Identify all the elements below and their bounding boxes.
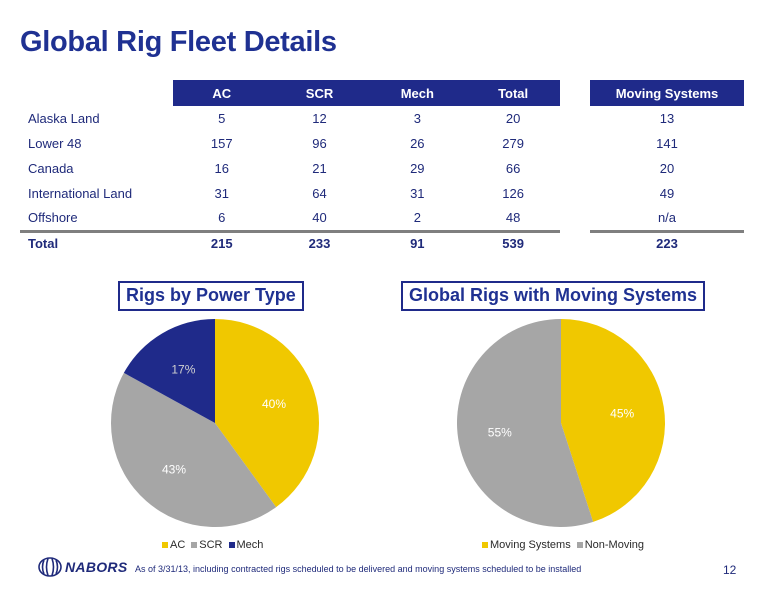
nabors-globe-icon <box>38 557 62 577</box>
pie-data-label: 40% <box>262 397 286 411</box>
legend-swatch <box>576 542 583 548</box>
legend-label: AC <box>170 539 186 551</box>
legend-label: Non-Moving <box>584 539 645 551</box>
cell-ac: 215 <box>172 229 271 255</box>
cell-moving-systems: 13 <box>659 111 675 126</box>
table-row: International Land 31 64 31 126 <box>20 181 560 206</box>
cell-ac: 6 <box>218 210 226 226</box>
cell-moving-systems: 49 <box>659 186 675 201</box>
moving-systems-pie-chart: 45% 55% <box>457 319 666 527</box>
pie-data-label: 45% <box>610 406 634 420</box>
column-header-ac: AC <box>172 80 271 106</box>
power-type-pie-chart: 40% 43% 17% <box>110 319 320 528</box>
logo-wordmark: NABORS <box>65 559 128 575</box>
cell-scr: 40 <box>312 210 327 226</box>
legend-swatch <box>482 542 488 548</box>
cell-ac: 157 <box>210 136 233 151</box>
cell-moving-total: 223 <box>590 229 744 255</box>
cell-scr: 12 <box>312 111 327 126</box>
legend-swatch <box>162 542 168 548</box>
row-label: Total <box>20 229 173 255</box>
table-row: Offshore 6 40 2 48 <box>20 206 560 231</box>
column-header-scr: SCR <box>270 80 369 106</box>
cell-scr: 21 <box>312 161 327 176</box>
moving-total-row: 223 <box>590 229 744 255</box>
legend-swatch <box>191 542 198 548</box>
moving-systems-chart-title: Global Rigs with Moving Systems <box>401 281 706 311</box>
pie-slice-non-moving <box>457 319 594 527</box>
cell-total: 126 <box>502 186 524 201</box>
pie-slice-scr <box>110 372 277 528</box>
table-row: 20 <box>590 156 744 181</box>
legend-item: Moving Systems <box>482 539 571 551</box>
cell-mech: 2 <box>413 210 421 226</box>
column-header-moving-systems: Moving Systems <box>590 80 744 106</box>
fleet-table-corner <box>20 80 173 106</box>
fleet-table: AC SCR Mech Total Alaska Land 5 12 3 20 Lower… <box>20 80 560 255</box>
page-title: Global Rig Fleet Details <box>20 26 337 58</box>
cell-ac: 5 <box>218 111 226 126</box>
cell-scr: 64 <box>312 186 327 201</box>
row-label: International Land <box>28 186 133 201</box>
cell-total: 66 <box>505 161 521 176</box>
cell-total: 279 <box>502 136 524 151</box>
legend-item: Mech <box>228 539 264 551</box>
legend-item: Non-Moving <box>576 539 645 551</box>
cell-moving-systems: 20 <box>659 161 675 176</box>
cell-mech: 26 <box>410 136 425 151</box>
cell-total: 20 <box>505 111 521 126</box>
moving-table-body: 13 141 20 49 n/a 223 <box>590 106 744 255</box>
pie-slice-moving-systems <box>561 319 666 522</box>
table-row: 49 <box>590 181 744 206</box>
footnote: As of 3/31/13, including contracted rigs… <box>135 564 582 574</box>
pie-slice-mech <box>123 319 215 423</box>
legend-swatch <box>228 542 235 548</box>
cell-ac: 16 <box>214 161 229 176</box>
cell-scr: 233 <box>270 229 369 255</box>
moving-table-header-row: Moving Systems <box>590 80 744 106</box>
row-label: Offshore <box>28 210 78 226</box>
legend-label: Mech <box>236 539 264 551</box>
moving-systems-legend: Moving Systems Non-Moving <box>482 539 644 551</box>
cell-mech: 91 <box>368 229 467 255</box>
legend-item: AC <box>162 539 185 551</box>
cell-ac: 31 <box>214 186 229 201</box>
table-row: Alaska Land 5 12 3 20 <box>20 106 560 131</box>
power-type-chart-title: Rigs by Power Type <box>118 281 304 311</box>
legend-item: SCR <box>191 539 223 551</box>
cell-total: 48 <box>505 210 521 226</box>
row-label: Canada <box>28 161 74 176</box>
cell-mech: 29 <box>410 161 425 176</box>
row-label: Lower 48 <box>28 136 82 151</box>
pie-data-label: 55% <box>488 426 512 440</box>
legend-label: SCR <box>199 539 223 551</box>
pie-data-label: 17% <box>171 363 195 377</box>
cell-mech: 31 <box>410 186 425 201</box>
column-header-total: Total <box>466 80 560 106</box>
cell-moving-systems: 141 <box>656 136 678 151</box>
page-number: 12 <box>723 563 737 577</box>
table-row: Lower 48 157 96 26 279 <box>20 131 560 156</box>
table-row: n/a <box>590 206 744 231</box>
moving-systems-table: Moving Systems 13 141 20 49 n/a 223 <box>590 80 744 255</box>
table-row: 141 <box>590 131 744 156</box>
fleet-table-body: Alaska Land 5 12 3 20 Lower 48 157 96 26 279 Canad… <box>20 106 560 255</box>
pie-data-label: 43% <box>162 463 186 477</box>
nabors-logo: NABORS <box>38 557 127 577</box>
legend-label: Moving Systems <box>490 539 571 551</box>
cell-moving-systems: n/a <box>657 210 677 226</box>
table-row: 13 <box>590 106 744 131</box>
column-header-mech: Mech <box>368 80 467 106</box>
fleet-table-header-row: AC SCR Mech Total <box>20 80 560 106</box>
pie-slice-ac <box>215 319 320 508</box>
power-type-legend: AC SCR Mech <box>162 539 263 551</box>
cell-mech: 3 <box>413 111 421 126</box>
cell-total: 539 <box>466 229 560 255</box>
fleet-total-row: Total 215 233 91 539 <box>20 229 560 255</box>
cell-scr: 96 <box>312 136 327 151</box>
row-label: Alaska Land <box>28 111 100 126</box>
table-row: Canada 16 21 29 66 <box>20 156 560 181</box>
